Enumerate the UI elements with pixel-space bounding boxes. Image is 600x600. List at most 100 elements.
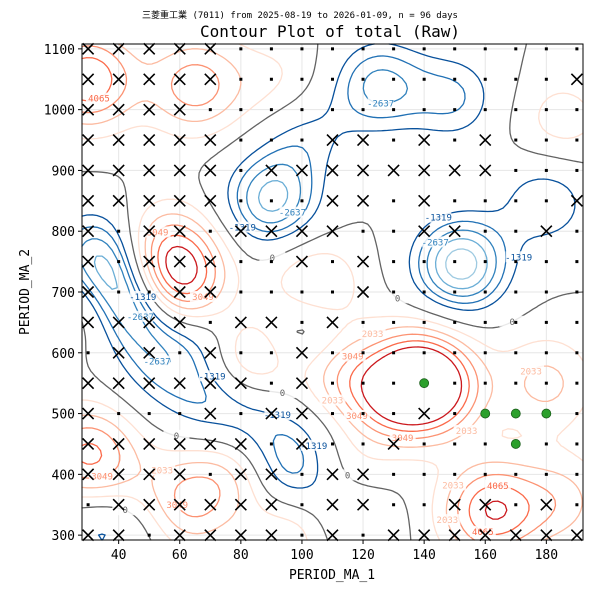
sample-point (514, 381, 518, 385)
chart-suptitle: 三菱重工業 (7011) from 2025-08-19 to 2026-01-… (142, 9, 458, 21)
sample-point (392, 381, 396, 385)
loss-marker (540, 498, 553, 511)
sample-point (86, 503, 90, 507)
loss-marker (204, 377, 217, 390)
sample-point (453, 442, 457, 446)
x-axis-label: PERIOD_MA_1 (289, 568, 375, 583)
loss-marker (204, 255, 217, 268)
sample-point (361, 229, 365, 233)
loss-marker (418, 164, 431, 177)
best-marker (480, 408, 491, 419)
loss-marker (204, 164, 217, 177)
contour-label: -1319 (505, 253, 532, 263)
sample-point (269, 47, 273, 51)
y-tick-label: 1000 (44, 104, 75, 119)
sample-point (544, 351, 548, 355)
sample-point (331, 442, 334, 446)
sample-point (331, 412, 334, 416)
loss-marker (265, 164, 278, 177)
loss-marker (295, 437, 309, 451)
sample-point (483, 351, 487, 355)
sample-point (331, 77, 334, 81)
sample-point (361, 320, 365, 324)
sample-point (575, 47, 579, 51)
loss-marker (173, 377, 186, 390)
x-tick-label: 180 (535, 548, 558, 563)
loss-marker (295, 164, 309, 177)
sample-point (422, 260, 426, 264)
sample-point (269, 351, 273, 355)
sample-point (239, 260, 243, 264)
sample-point (544, 290, 548, 294)
sample-point (117, 412, 121, 416)
loss-marker (265, 225, 278, 238)
loss-marker (387, 164, 400, 177)
contour-label: 0 (395, 294, 400, 304)
y-axis-label: PERIOD_MA_2 (18, 249, 33, 335)
loss-marker (82, 437, 95, 451)
loss-marker (356, 468, 370, 481)
loss-marker (326, 133, 339, 147)
loss-marker (204, 133, 217, 147)
contour-label: 2033 (456, 427, 478, 437)
contour-label-bg (259, 252, 286, 264)
sample-point (544, 47, 548, 51)
contour-label-bg (334, 469, 361, 481)
loss-marker (418, 407, 431, 420)
loss-marker (173, 164, 186, 177)
x-tick-label: 100 (290, 548, 313, 563)
sample-point (575, 138, 579, 142)
loss-marker (112, 73, 125, 86)
loss-marker (540, 529, 553, 542)
loss-marker (265, 498, 278, 511)
contour-label-bg (164, 499, 191, 511)
sample-point (361, 412, 365, 416)
sample-point (331, 290, 334, 294)
loss-marker (356, 133, 370, 147)
sample-point (514, 47, 518, 51)
sample-point (483, 320, 487, 324)
sample-point (514, 229, 518, 233)
loss-marker (143, 73, 156, 86)
loss-marker (448, 529, 461, 542)
best-marker (510, 408, 521, 419)
sample-point (239, 351, 243, 355)
loss-marker (479, 164, 492, 177)
x-tick-label: 160 (474, 548, 497, 563)
loss-marker (234, 437, 247, 451)
sample-point (544, 138, 548, 142)
sample-point (453, 199, 457, 203)
sample-point (269, 199, 273, 203)
contour-label: 3049 (91, 473, 113, 483)
sample-point (392, 108, 396, 112)
loss-marker (82, 468, 95, 481)
contour-label: 2033 (437, 516, 459, 526)
loss-marker (265, 529, 278, 542)
loss-marker (418, 194, 431, 207)
contour-label-bg (422, 236, 449, 248)
loss-marker (448, 164, 461, 177)
sample-point (544, 472, 548, 476)
sample-point (483, 442, 487, 446)
loss-marker (143, 42, 156, 55)
sample-point (514, 199, 518, 203)
sample-point (575, 168, 579, 172)
sample-point (239, 138, 243, 142)
contour-label: 0 (345, 471, 350, 481)
contour-label-bg (384, 292, 411, 304)
loss-marker (143, 255, 156, 268)
loss-marker (448, 498, 461, 511)
loss-marker (234, 468, 247, 481)
sample-point (514, 290, 518, 294)
contour-label: 0 (510, 318, 515, 328)
sample-point (300, 503, 304, 507)
sample-point (392, 260, 396, 264)
sample-point (453, 381, 457, 385)
loss-marker (143, 498, 156, 511)
sample-point (331, 47, 334, 51)
sample-point (422, 290, 426, 294)
sample-point (575, 381, 579, 385)
sample-point (544, 260, 548, 264)
contour-label-bg (389, 432, 416, 444)
contour-label-bg (469, 525, 496, 537)
